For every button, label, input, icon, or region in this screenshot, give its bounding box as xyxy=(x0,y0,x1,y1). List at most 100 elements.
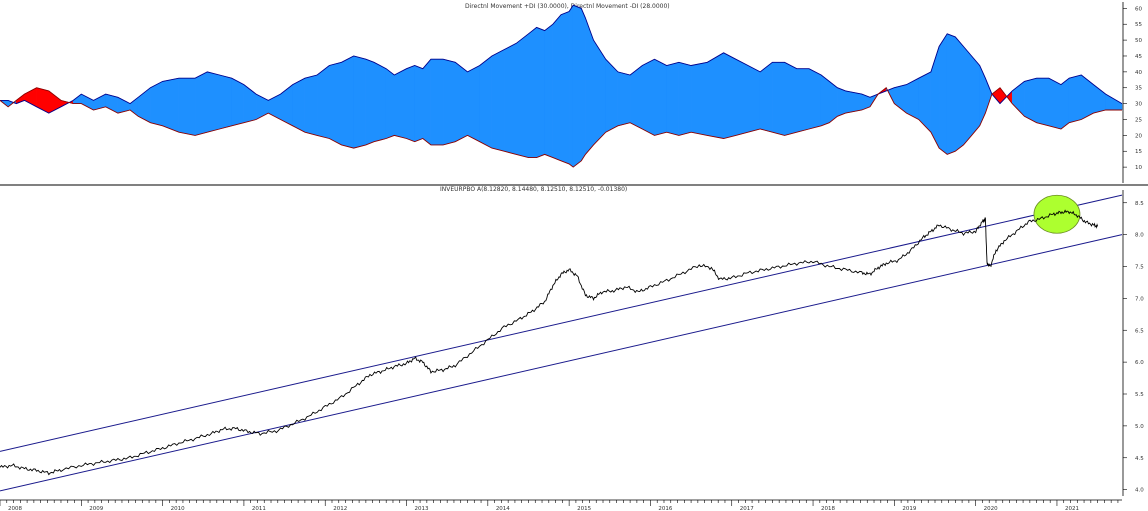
dmi-fill-segment xyxy=(329,61,342,146)
dmi-fill-segment xyxy=(1060,77,1070,130)
dmi-fill-segment xyxy=(455,61,468,143)
dmi-fill-segment xyxy=(544,23,554,158)
dmi-fill-segment xyxy=(442,58,456,146)
dmi-y-tick-label: 45 xyxy=(1135,54,1142,60)
price-y-tick-label: 5.5 xyxy=(1135,392,1144,398)
dmi-fill-segment xyxy=(36,87,50,114)
dmi-fill-segment xyxy=(255,93,269,120)
dmi-fill-segment xyxy=(938,32,948,155)
dmi-fill-segment xyxy=(552,14,562,162)
dmi-fill-segment xyxy=(414,65,424,143)
x-tick-label: 2010 xyxy=(171,506,185,511)
dmi-fill-segment xyxy=(963,45,972,146)
dmi-y-tick-label: 40 xyxy=(1135,70,1142,76)
dmi-fill-segment xyxy=(304,74,318,136)
dmi-fill-segment xyxy=(829,80,838,124)
dmi-fill-segment xyxy=(930,46,940,149)
dmi-fill-segment xyxy=(243,84,257,124)
dmi-y-tick-label: 50 xyxy=(1135,38,1142,44)
dmi-fill-segment xyxy=(678,61,692,136)
price-y-tick-label: 5.0 xyxy=(1135,424,1144,430)
dmi-fill-segment xyxy=(617,71,631,127)
lower-trendline xyxy=(0,234,1123,492)
dmi-fill-segment xyxy=(906,77,919,120)
dmi-fill-segment xyxy=(268,93,281,120)
dmi-y-tick-label: 60 xyxy=(1135,6,1142,12)
dmi-fill-segment xyxy=(491,49,505,152)
dmi-fill-segment xyxy=(808,68,822,130)
dmi-fill-segment xyxy=(1048,77,1062,130)
dmi-y-tick-label: 20 xyxy=(1135,133,1142,139)
x-tick-label: 2014 xyxy=(496,506,510,511)
x-tick-label: 2021 xyxy=(1065,506,1079,511)
dmi-fill-segment xyxy=(373,61,387,143)
dmi-fill-segment xyxy=(796,68,810,133)
x-axis: 2008 2009 2010 2011 2012 2013 2014 2015 2016 2017… xyxy=(0,499,1122,511)
price-y-tick-label: 7.0 xyxy=(1135,296,1144,302)
dmi-fill-segment xyxy=(918,71,932,133)
dmi-fill-segment xyxy=(150,80,163,127)
x-tick-label: 2015 xyxy=(577,506,591,511)
dmi-fill-segment xyxy=(219,74,232,130)
dmi-fill-segment xyxy=(194,71,208,136)
x-tick-label: 2013 xyxy=(415,506,429,511)
dmi-fill-segment xyxy=(654,58,667,136)
dmi-fill-segment xyxy=(666,61,680,136)
price-y-tick-label: 4.0 xyxy=(1135,488,1144,494)
dmi-fill-segment xyxy=(528,26,537,158)
dmi-fill-segment xyxy=(316,64,330,139)
dmi-fill-segment xyxy=(784,61,798,136)
price-y-tick-label: 7.5 xyxy=(1135,265,1144,271)
x-tick-label: 2020 xyxy=(984,506,998,511)
dmi-y-tick-label: 25 xyxy=(1135,117,1142,123)
dmi-fill-segment xyxy=(280,84,293,127)
dmi-fill-segment xyxy=(747,65,761,133)
dmi-fill-segment xyxy=(585,17,594,156)
dmi-y-tick-label: 10 xyxy=(1135,165,1142,171)
dmi-fill-segment xyxy=(81,93,94,111)
dmi-fill-segment xyxy=(946,33,956,155)
price-y-tick-label: 6.5 xyxy=(1135,328,1144,334)
x-tick-label: 2008 xyxy=(8,506,22,511)
x-tick-label: 2016 xyxy=(658,506,672,511)
dmi-fill-segment xyxy=(1036,77,1050,127)
x-tick-label: 2011 xyxy=(252,506,266,511)
price-panel-title: INVEURPBO A(8.12820, 8.14480, 8.12510, 8… xyxy=(440,186,628,193)
dmi-fill-segment xyxy=(979,65,986,126)
dmi-fill-segment xyxy=(642,58,655,136)
dmi-fill-segment xyxy=(568,4,574,168)
x-tick-label: 2018 xyxy=(821,506,835,511)
dmi-fill-segment xyxy=(1081,74,1094,120)
dmi-panel: 10 15 20 25 30 35 40 45 50 55 60 xyxy=(0,2,1142,183)
dmi-fill-segment xyxy=(162,77,180,133)
price-y-tick-label: 8.0 xyxy=(1135,233,1144,239)
dmi-fill-segment xyxy=(341,55,354,149)
dmi-fill-segment xyxy=(690,61,708,136)
dmi-fill-segment xyxy=(365,58,375,146)
dmi-fill-segment xyxy=(1024,77,1037,124)
dmi-fill-segment xyxy=(178,77,196,136)
dmi-fill-segment xyxy=(467,65,480,143)
x-tick-label: 2009 xyxy=(89,506,103,511)
dmi-y-tick-label: 55 xyxy=(1135,22,1142,28)
price-y-tick-label: 8.5 xyxy=(1135,201,1144,207)
x-tick-label: 2017 xyxy=(740,506,754,511)
dmi-fill-segment xyxy=(536,27,545,158)
dmi-y-tick-label: 35 xyxy=(1135,86,1142,92)
dmi-fill-segment xyxy=(845,90,863,114)
highlight-ellipse xyxy=(1033,194,1081,234)
plus-di-line xyxy=(0,4,1123,114)
dmi-fill-segment xyxy=(629,64,643,130)
x-tick-label: 2012 xyxy=(333,506,347,511)
x-tick-label: 2019 xyxy=(902,506,916,511)
dmi-fill-segment xyxy=(560,11,570,165)
dmi-fill-segment xyxy=(422,58,432,146)
dmi-fill-segment xyxy=(581,8,586,162)
dmi-fill-segment xyxy=(231,77,245,127)
dmi-fill-segment xyxy=(353,55,367,149)
dmi-fill-segment xyxy=(955,36,964,152)
dmi-fill-segment xyxy=(820,74,830,127)
dmi-fill-segment xyxy=(516,33,529,158)
dmi-fill-segment xyxy=(572,4,582,168)
price-panel: 4.0 4.5 5.0 5.5 6.0 6.5 7.0 7.5 8.0 8.5 xyxy=(0,190,1144,496)
